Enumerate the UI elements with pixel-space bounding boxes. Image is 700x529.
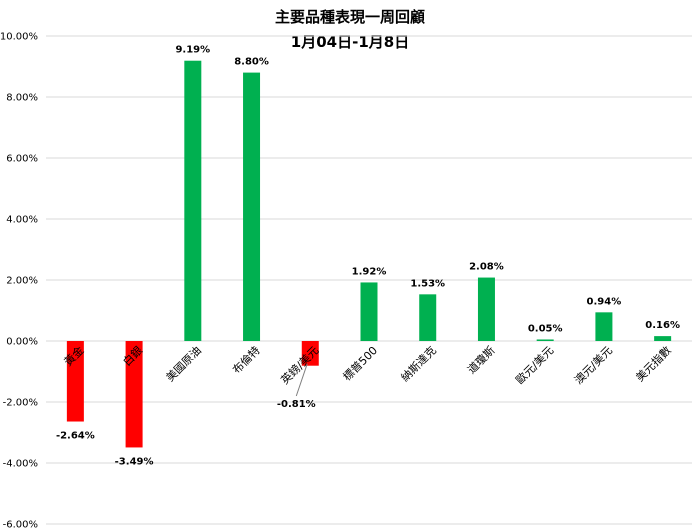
y-tick-label: 8.00% <box>6 93 38 104</box>
data-labels: -2.64% -3.49% 9.19% 8.80% -0.81% 1.92% 1.53% 2.… <box>56 45 680 468</box>
category-label: 納斯達克 <box>399 344 439 384</box>
bar <box>360 282 378 341</box>
data-label: -3.49% <box>115 456 154 467</box>
data-label: 8.80% <box>234 57 269 68</box>
category-labels: 黃金 白銀 美國原油 布倫特 英鎊/美元 標普500 納斯達克 道瓊斯 歐元/美元 澳元/美元 美元… <box>61 343 674 387</box>
bars <box>66 60 672 448</box>
chart-subtitle: 1月04日-1月8日 <box>291 33 409 51</box>
data-label: 0.94% <box>587 296 622 307</box>
y-tick-label: 10.00% <box>0 32 38 43</box>
category-label: 標普500 <box>340 343 380 383</box>
category-label: 歐元/美元 <box>513 343 557 387</box>
category-label: 澳元/美元 <box>572 344 615 387</box>
y-axis: 10.00% 8.00% 6.00% 4.00% 2.00% 0.00% -2.00% -4.… <box>0 32 38 529</box>
y-tick-label: -6.00% <box>3 520 38 529</box>
y-tick-label: 0.00% <box>6 337 38 348</box>
data-label: 9.19% <box>175 45 210 56</box>
data-label: 0.16% <box>645 320 680 331</box>
bar <box>184 60 202 341</box>
bar <box>66 341 84 422</box>
bar <box>654 336 672 341</box>
category-label: 布倫特 <box>229 343 262 376</box>
bar <box>477 277 495 341</box>
bar <box>125 341 143 448</box>
bar <box>243 72 261 341</box>
y-tick-label: 4.00% <box>6 215 38 226</box>
gridlines <box>46 35 692 525</box>
category-label: 美元指數 <box>633 343 674 384</box>
chart-title: 主要品種表現一周回顧 <box>275 8 425 26</box>
category-label: 美國原油 <box>163 343 204 384</box>
category-label: 道瓊斯 <box>464 343 497 376</box>
data-label-leader <box>295 363 308 397</box>
data-label: 2.08% <box>469 262 504 273</box>
y-tick-label: -2.00% <box>3 398 38 409</box>
data-label: 1.92% <box>352 266 387 277</box>
y-tick-label: 6.00% <box>6 154 38 165</box>
bar <box>301 341 319 366</box>
data-label: -0.81% <box>277 399 316 410</box>
y-tick-label: 2.00% <box>6 276 38 287</box>
bar <box>595 312 613 341</box>
data-label: -2.64% <box>56 431 95 442</box>
bar <box>419 294 437 341</box>
data-label: 0.05% <box>528 323 563 334</box>
data-label: 1.53% <box>410 278 445 289</box>
y-tick-label: -4.00% <box>3 459 38 470</box>
bar <box>536 339 554 341</box>
